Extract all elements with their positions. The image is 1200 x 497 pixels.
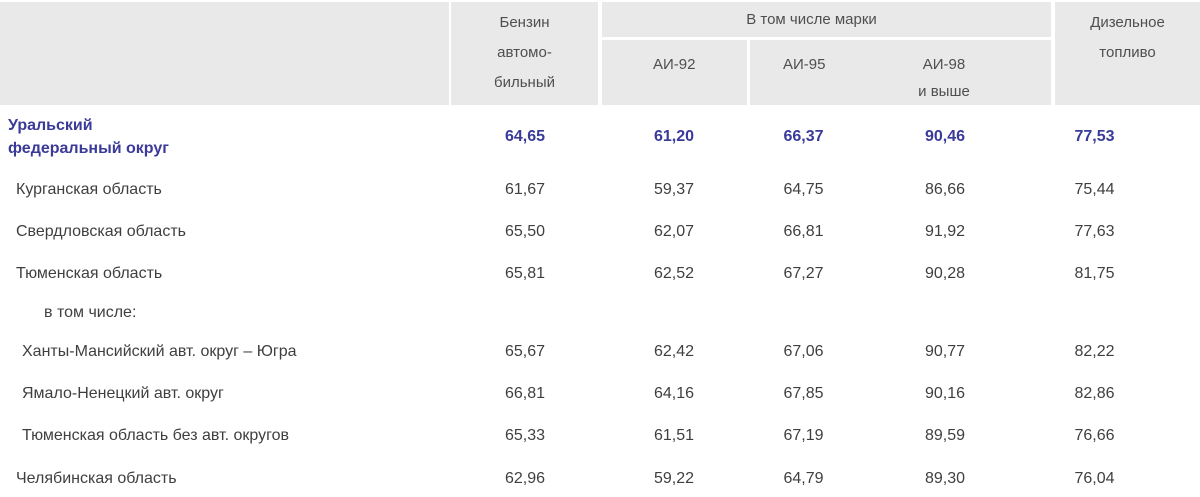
table-row-sverdlovsk-oblast: Свердловская область 65,50 62,07 66,81 9… bbox=[0, 211, 1200, 253]
table-row-yamalo-nenets-okrug: Ямало-Ненецкий авт. округ 66,81 64,16 67… bbox=[0, 373, 1200, 415]
col-group-header-brands: В том числе марки bbox=[597, 2, 1056, 40]
price-value-ai95: 67,27 bbox=[783, 264, 824, 282]
col-header-ai95-label: АИ-95 bbox=[783, 55, 826, 73]
price-value-benzin: 65,81 bbox=[504, 264, 546, 282]
price-value-ai92: 61,20 bbox=[653, 127, 695, 145]
price-value-ai95 bbox=[748, 295, 881, 331]
col-header-benzin: Бензин автомо- бильный bbox=[449, 2, 600, 105]
price-value-diesel: 82,22 bbox=[1074, 342, 1115, 360]
region-label-line: Уральский bbox=[8, 116, 93, 134]
price-value-ai92: 62,07 bbox=[653, 222, 695, 240]
col-header-ai98: АИ-98 и выше bbox=[881, 38, 1056, 105]
price-value-ai92: 61,51 bbox=[653, 426, 695, 444]
price-value-ai98: 90,46 bbox=[924, 127, 966, 145]
col-header-benzin-line: бильный bbox=[494, 74, 555, 91]
price-value-ai95: 67,19 bbox=[783, 426, 824, 444]
price-value-ai98: 89,59 bbox=[924, 426, 966, 444]
price-value-ai92: 62,42 bbox=[653, 342, 695, 360]
col-header-benzin-line: Бензин bbox=[499, 14, 550, 31]
col-header-ai95: АИ-95 bbox=[748, 38, 881, 105]
price-value-benzin: 65,33 bbox=[504, 426, 546, 444]
price-value-ai98: 86,66 bbox=[924, 180, 966, 198]
price-value-ai98: 89,30 bbox=[924, 470, 966, 487]
price-value-benzin: 64,65 bbox=[504, 127, 546, 145]
region-label: Уральский федеральный округ bbox=[0, 105, 450, 169]
table-row-khanty-mansi-okrug: Ханты-Мансийский авт. округ – Югра 65,67… bbox=[0, 331, 1200, 373]
price-value-ai98: 91,92 bbox=[924, 222, 966, 240]
price-value-diesel bbox=[1053, 295, 1200, 331]
price-value-ai98: 90,77 bbox=[924, 342, 966, 360]
col-header-region bbox=[0, 2, 450, 105]
table-row-chelyabinsk-oblast: Челябинская область 62,96 59,22 64,79 89… bbox=[0, 457, 1200, 497]
price-value-ai95: 67,85 bbox=[783, 384, 824, 402]
table-row-including-note: в том числе: bbox=[0, 295, 1200, 331]
price-value-diesel: 82,86 bbox=[1074, 384, 1115, 402]
table-row-ural-federal-district: Уральский федеральный округ 64,65 61,20 … bbox=[0, 105, 1200, 169]
col-header-ai98-sublabel: и выше bbox=[918, 82, 970, 100]
price-value-diesel: 75,44 bbox=[1074, 180, 1115, 198]
including-note-label: в том числе: bbox=[44, 303, 137, 321]
price-value-diesel: 76,04 bbox=[1074, 470, 1115, 487]
price-value-benzin: 65,50 bbox=[504, 222, 546, 240]
region-label: Тюменская область bbox=[16, 264, 163, 282]
region-label: Курганская область bbox=[16, 180, 162, 198]
price-value-ai95: 64,79 bbox=[783, 470, 824, 487]
price-value-diesel: 77,53 bbox=[1074, 127, 1115, 145]
region-label: Ямало-Ненецкий авт. округ bbox=[22, 384, 224, 402]
table-row-kurgan-oblast: Курганская область 61,67 59,37 64,75 86,… bbox=[0, 169, 1200, 211]
price-value-ai92: 64,16 bbox=[653, 384, 695, 402]
col-header-ai92: АИ-92 bbox=[598, 38, 750, 105]
price-value-ai98: 90,16 bbox=[924, 384, 966, 402]
col-header-ai98-label: АИ-98 bbox=[922, 55, 966, 73]
table-row-tyumen-oblast-without-okrugs: Тюменская область без авт. округов 65,33… bbox=[0, 415, 1200, 457]
price-value-benzin: 61,67 bbox=[504, 180, 546, 198]
col-header-diesel: Дизельное топливо bbox=[1053, 2, 1200, 105]
price-value-ai95: 66,81 bbox=[783, 222, 824, 240]
region-label-line: федеральный округ bbox=[8, 139, 169, 157]
col-header-diesel-line: Дизельное bbox=[1090, 14, 1165, 31]
price-value-ai92: 62,52 bbox=[653, 264, 695, 282]
price-value-ai95: 67,06 bbox=[783, 342, 824, 360]
price-value-ai95: 64,75 bbox=[783, 180, 824, 198]
price-value-diesel: 76,66 bbox=[1074, 426, 1115, 444]
price-value-ai98 bbox=[881, 295, 1053, 331]
region-label: Ханты-Мансийский авт. округ – Югра bbox=[22, 342, 297, 360]
table-body: Уральский федеральный округ 64,65 61,20 … bbox=[0, 105, 1200, 497]
region-label: Свердловская область bbox=[16, 222, 186, 240]
col-header-diesel-line: топливо bbox=[1099, 44, 1156, 61]
price-value-benzin bbox=[450, 295, 600, 331]
price-value-benzin: 62,96 bbox=[504, 470, 546, 487]
price-value-diesel: 77,63 bbox=[1074, 222, 1115, 240]
price-value-diesel: 81,75 bbox=[1074, 264, 1115, 282]
col-header-ai92-label: АИ-92 bbox=[653, 55, 696, 73]
price-value-ai92 bbox=[600, 295, 748, 331]
price-value-benzin: 66,81 bbox=[504, 384, 546, 402]
price-value-ai92: 59,22 bbox=[653, 470, 695, 487]
region-label: Челябинская область bbox=[16, 470, 177, 487]
price-value-ai92: 59,37 bbox=[653, 180, 695, 198]
col-header-benzin-line: автомо- bbox=[497, 44, 552, 61]
region-label: Тюменская область без авт. округов bbox=[22, 426, 289, 444]
price-value-ai95: 66,37 bbox=[783, 127, 824, 145]
price-value-benzin: 65,67 bbox=[504, 342, 546, 360]
table-row-tyumen-oblast: Тюменская область 65,81 62,52 67,27 90,2… bbox=[0, 253, 1200, 295]
table-header: Бензин автомо- бильный В том числе марки… bbox=[0, 2, 1200, 105]
price-value-ai98: 90,28 bbox=[924, 264, 966, 282]
